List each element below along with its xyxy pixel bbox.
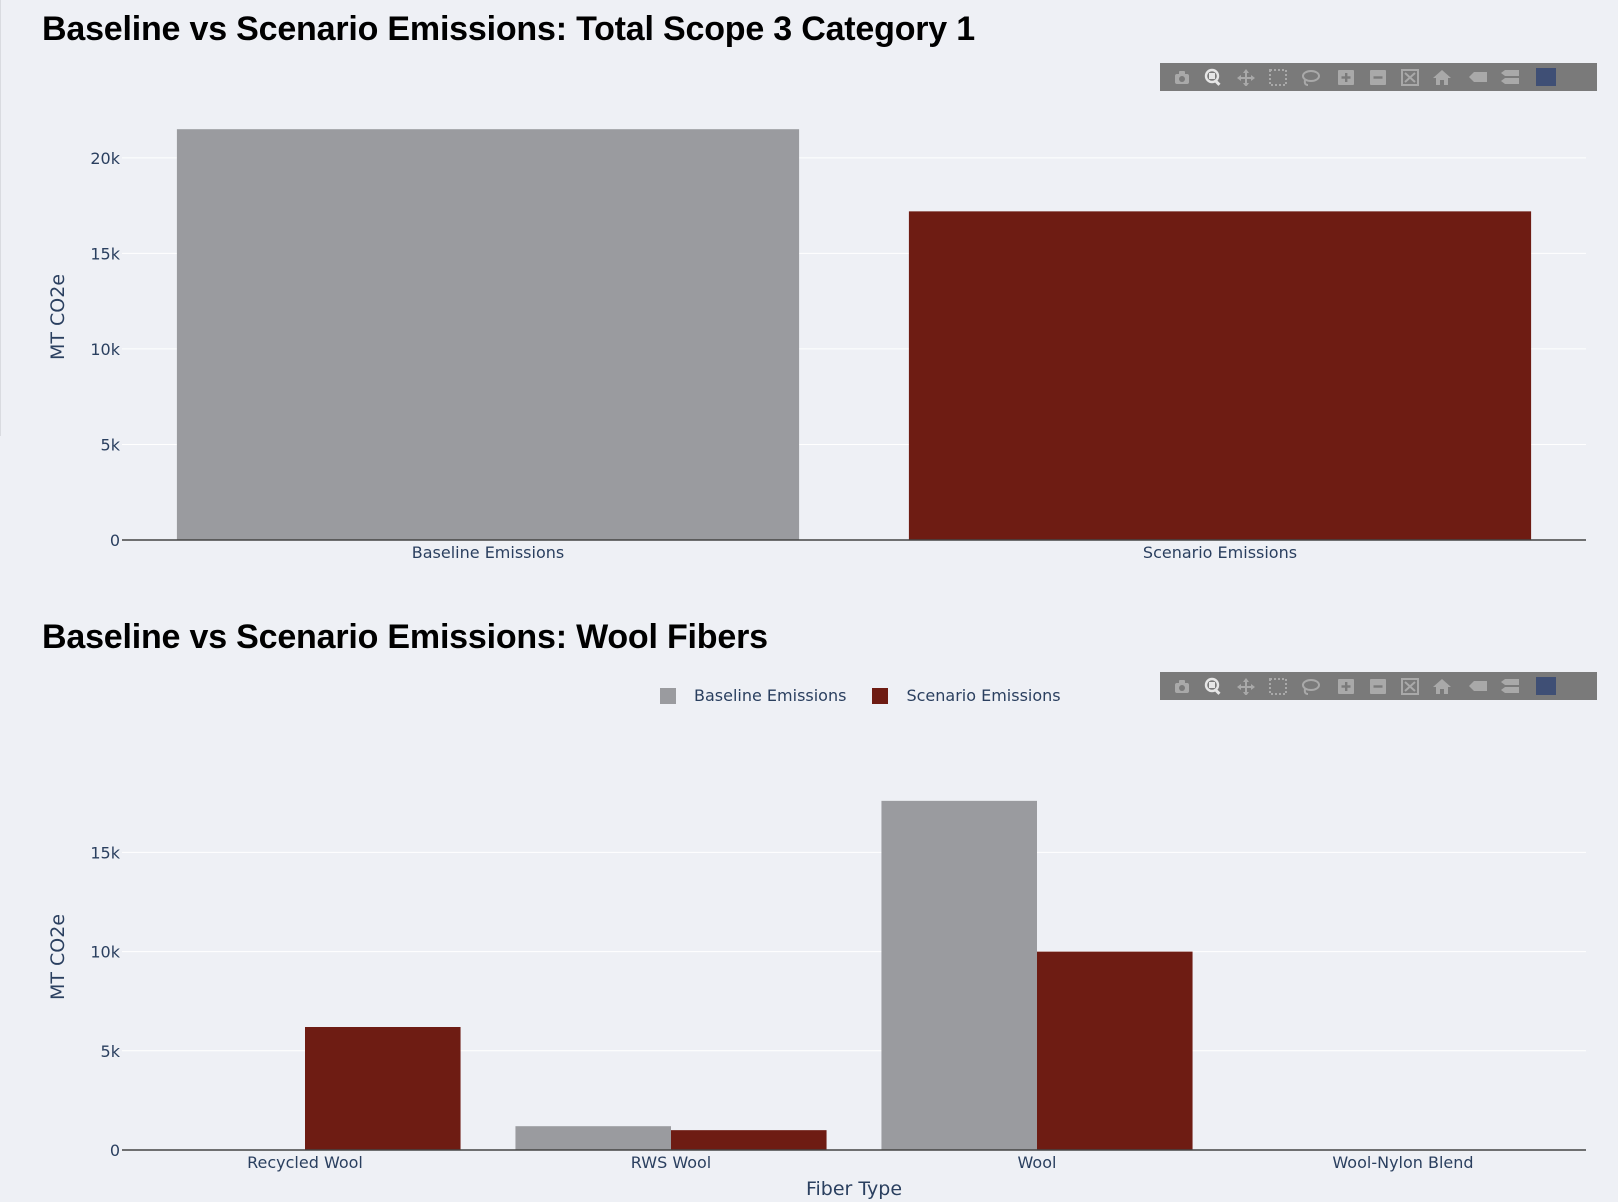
chart-legend[interactable]: Baseline Emissions Scenario Emissions bbox=[660, 686, 1087, 705]
x-tick-label: Recycled Wool bbox=[247, 1153, 363, 1172]
autoscale-icon[interactable] bbox=[1398, 66, 1422, 88]
x-tick-label: Wool-Nylon Blend bbox=[1332, 1153, 1473, 1172]
y-tick-label: 10k bbox=[90, 943, 120, 962]
y-tick-label: 0 bbox=[110, 531, 120, 550]
page-edge-line bbox=[0, 0, 1, 436]
hover-closest-icon[interactable] bbox=[1466, 675, 1490, 697]
x-tick-label: Wool bbox=[1018, 1153, 1057, 1172]
bar-plot-area[interactable]: 0 5k 10k 15k Recycled Wool RWS Wool Wool Wool-N… bbox=[0, 608, 1618, 1202]
legend-swatch-scenario bbox=[872, 687, 889, 704]
y-axis-title: MT CO2e bbox=[47, 274, 69, 360]
bar-scenario[interactable] bbox=[1037, 951, 1193, 1150]
pan-icon[interactable] bbox=[1234, 66, 1258, 88]
box-select-icon[interactable] bbox=[1266, 66, 1290, 88]
bar-scenario[interactable] bbox=[671, 1130, 827, 1150]
legend-label: Scenario Emissions bbox=[906, 686, 1061, 705]
y-axis-title: MT CO2e bbox=[47, 914, 69, 1000]
bar-scenario[interactable] bbox=[908, 211, 1532, 540]
bar-plot-area[interactable]: 0 5k 10k 15k 20k Baseline Emissions Scenario E… bbox=[0, 0, 1618, 590]
plotly-logo-icon[interactable] bbox=[1534, 675, 1558, 697]
zoom-icon[interactable] bbox=[1202, 675, 1226, 697]
legend-item-scenario[interactable]: Scenario Emissions bbox=[872, 686, 1061, 705]
y-tick-label: 15k bbox=[90, 843, 120, 862]
y-tick-label: 20k bbox=[90, 149, 120, 168]
zoom-out-icon[interactable] bbox=[1366, 66, 1390, 88]
lasso-icon[interactable] bbox=[1298, 675, 1322, 697]
x-axis-title: Fiber Type bbox=[806, 1178, 902, 1200]
y-tick-label: 0 bbox=[110, 1141, 120, 1160]
y-tick-label: 10k bbox=[90, 340, 120, 359]
hover-compare-icon[interactable] bbox=[1498, 675, 1522, 697]
chart-wool-fibers: Baseline vs Scenario Emissions: Wool Fib… bbox=[0, 608, 1618, 1202]
legend-label: Baseline Emissions bbox=[694, 686, 847, 705]
hover-closest-icon[interactable] bbox=[1466, 66, 1490, 88]
hover-compare-icon[interactable] bbox=[1498, 66, 1522, 88]
chart-total-scope3: Baseline vs Scenario Emissions: Total Sc… bbox=[0, 0, 1618, 590]
reset-axes-icon[interactable] bbox=[1430, 675, 1454, 697]
legend-item-baseline[interactable]: Baseline Emissions bbox=[660, 686, 846, 705]
bar-baseline[interactable] bbox=[515, 1126, 671, 1150]
bar-baseline[interactable] bbox=[176, 129, 800, 541]
x-tick-label: Baseline Emissions bbox=[412, 543, 564, 562]
zoom-in-icon[interactable] bbox=[1334, 675, 1358, 697]
x-tick-label: Scenario Emissions bbox=[1143, 543, 1297, 562]
camera-icon[interactable] bbox=[1170, 66, 1194, 88]
x-tick-label: RWS Wool bbox=[631, 1153, 711, 1172]
zoom-in-icon[interactable] bbox=[1334, 66, 1358, 88]
chart-title: Baseline vs Scenario Emissions: Wool Fib… bbox=[42, 618, 768, 656]
lasso-icon[interactable] bbox=[1298, 66, 1322, 88]
zoom-icon[interactable] bbox=[1202, 66, 1226, 88]
y-tick-label: 5k bbox=[101, 1042, 121, 1061]
autoscale-icon[interactable] bbox=[1398, 675, 1422, 697]
box-select-icon[interactable] bbox=[1266, 675, 1290, 697]
chart-modebar bbox=[1160, 672, 1597, 700]
bar-baseline[interactable] bbox=[881, 800, 1037, 1150]
chart-title: Baseline vs Scenario Emissions: Total Sc… bbox=[42, 10, 975, 48]
zoom-out-icon[interactable] bbox=[1366, 675, 1390, 697]
pan-icon[interactable] bbox=[1234, 675, 1258, 697]
legend-swatch-baseline bbox=[660, 687, 676, 704]
plotly-logo-icon[interactable] bbox=[1534, 66, 1558, 88]
bar-scenario[interactable] bbox=[305, 1027, 461, 1150]
camera-icon[interactable] bbox=[1170, 675, 1194, 697]
reset-axes-icon[interactable] bbox=[1430, 66, 1454, 88]
y-tick-label: 15k bbox=[90, 244, 120, 263]
y-tick-label: 5k bbox=[101, 435, 121, 454]
chart-modebar bbox=[1160, 63, 1597, 91]
